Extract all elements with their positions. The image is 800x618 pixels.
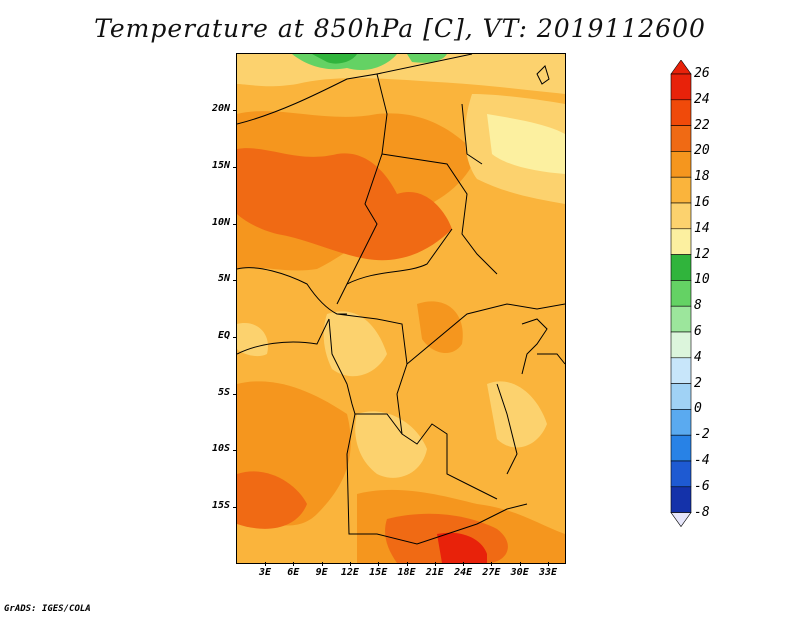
colorbar: [670, 60, 692, 528]
colorbar-label: 26: [694, 66, 710, 81]
colorbar-segment: [670, 305, 692, 333]
longitude-label: 6E: [287, 567, 300, 578]
colorbar-label: -8: [694, 504, 710, 520]
grads-credit: GrADS: IGES/COLA: [4, 604, 91, 614]
latitude-tick: [233, 280, 237, 281]
map-title: Temperature at 850hPa [C], VT: 201911260…: [94, 14, 706, 43]
colorbar-label: 0: [694, 401, 702, 417]
longitude-label: 30E: [510, 567, 529, 578]
longitude-tick: [321, 562, 323, 566]
latitude-label: EQ: [217, 330, 230, 341]
longitude-tick: [378, 562, 380, 566]
colorbar-label: -4: [694, 453, 710, 468]
longitude-label: 27E: [482, 567, 501, 578]
longitude-label: 21E: [425, 567, 444, 578]
longitude-label: 3E: [258, 567, 272, 578]
latitude-tick: [233, 394, 237, 395]
colorbar-label: 18: [694, 169, 710, 185]
latitude-tick: [233, 507, 237, 508]
colorbar-label: -6: [694, 478, 710, 494]
colorbar-label: 24: [694, 91, 710, 107]
latitude-label: 20N: [211, 103, 230, 114]
map-canvas: [237, 54, 565, 563]
longitude-tick: [293, 562, 295, 566]
colorbar-segment: [670, 228, 692, 255]
colorbar-label: -2: [694, 427, 710, 443]
colorbar-label: 16: [694, 195, 710, 210]
temperature-map: [236, 53, 566, 564]
colorbar-label: 20: [694, 143, 710, 159]
longitude-label: 15E: [369, 567, 388, 578]
colorbar-segment: [670, 357, 692, 384]
colorbar-bottom-arrow: [670, 512, 692, 528]
longitude-label: 18E: [397, 567, 416, 578]
colorbar-label: 8: [694, 298, 702, 314]
colorbar-segment: [670, 151, 692, 178]
longitude-label: 24E: [454, 567, 473, 578]
colorbar-segment: [670, 486, 692, 513]
colorbar-label: 4: [694, 349, 702, 365]
latitude-tick: [233, 337, 237, 338]
longitude-tick: [406, 562, 408, 566]
longitude-tick: [491, 562, 493, 566]
latitude-label: 15N: [211, 160, 230, 171]
latitude-tick: [233, 450, 237, 451]
longitude-tick: [548, 562, 549, 566]
colorbar-segment: [670, 99, 692, 126]
colorbar-label: 14: [694, 220, 710, 236]
latitude-tick: [233, 167, 237, 168]
colorbar-segment: [670, 460, 692, 488]
colorbar-label: 6: [694, 324, 702, 339]
colorbar-segment: [670, 176, 692, 204]
colorbar-segment: [670, 254, 692, 281]
longitude-tick: [349, 562, 351, 566]
colorbar-segment: [670, 202, 692, 230]
latitude-label: 15S: [211, 500, 230, 511]
colorbar-segment: [670, 409, 692, 436]
colorbar-segment: [670, 125, 692, 152]
latitude-tick: [233, 110, 237, 111]
longitude-tick: [434, 562, 436, 566]
colorbar-segment: [670, 434, 692, 462]
latitude-label: 10S: [211, 443, 230, 454]
longitude-tick: [463, 562, 465, 566]
colorbar-top-arrow: [670, 60, 692, 75]
longitude-label: 33E: [538, 567, 558, 578]
longitude-label: 12E: [340, 567, 359, 578]
latitude-tick: [233, 224, 237, 225]
colorbar-label: 2: [694, 375, 702, 391]
colorbar-label: 22: [694, 117, 710, 133]
latitude-label: 10N: [211, 217, 230, 228]
colorbar-segment: [670, 331, 692, 359]
longitude-label: 9E: [315, 567, 328, 578]
longitude-tick: [519, 562, 521, 566]
colorbar-segment: [670, 280, 692, 307]
colorbar-label: 12: [694, 246, 710, 262]
colorbar-segment: [670, 73, 692, 101]
latitude-label: 5N: [217, 273, 230, 284]
longitude-tick: [265, 562, 266, 566]
colorbar-label: 10: [694, 272, 710, 288]
latitude-label: 5S: [217, 387, 230, 398]
colorbar-segment: [670, 383, 692, 410]
